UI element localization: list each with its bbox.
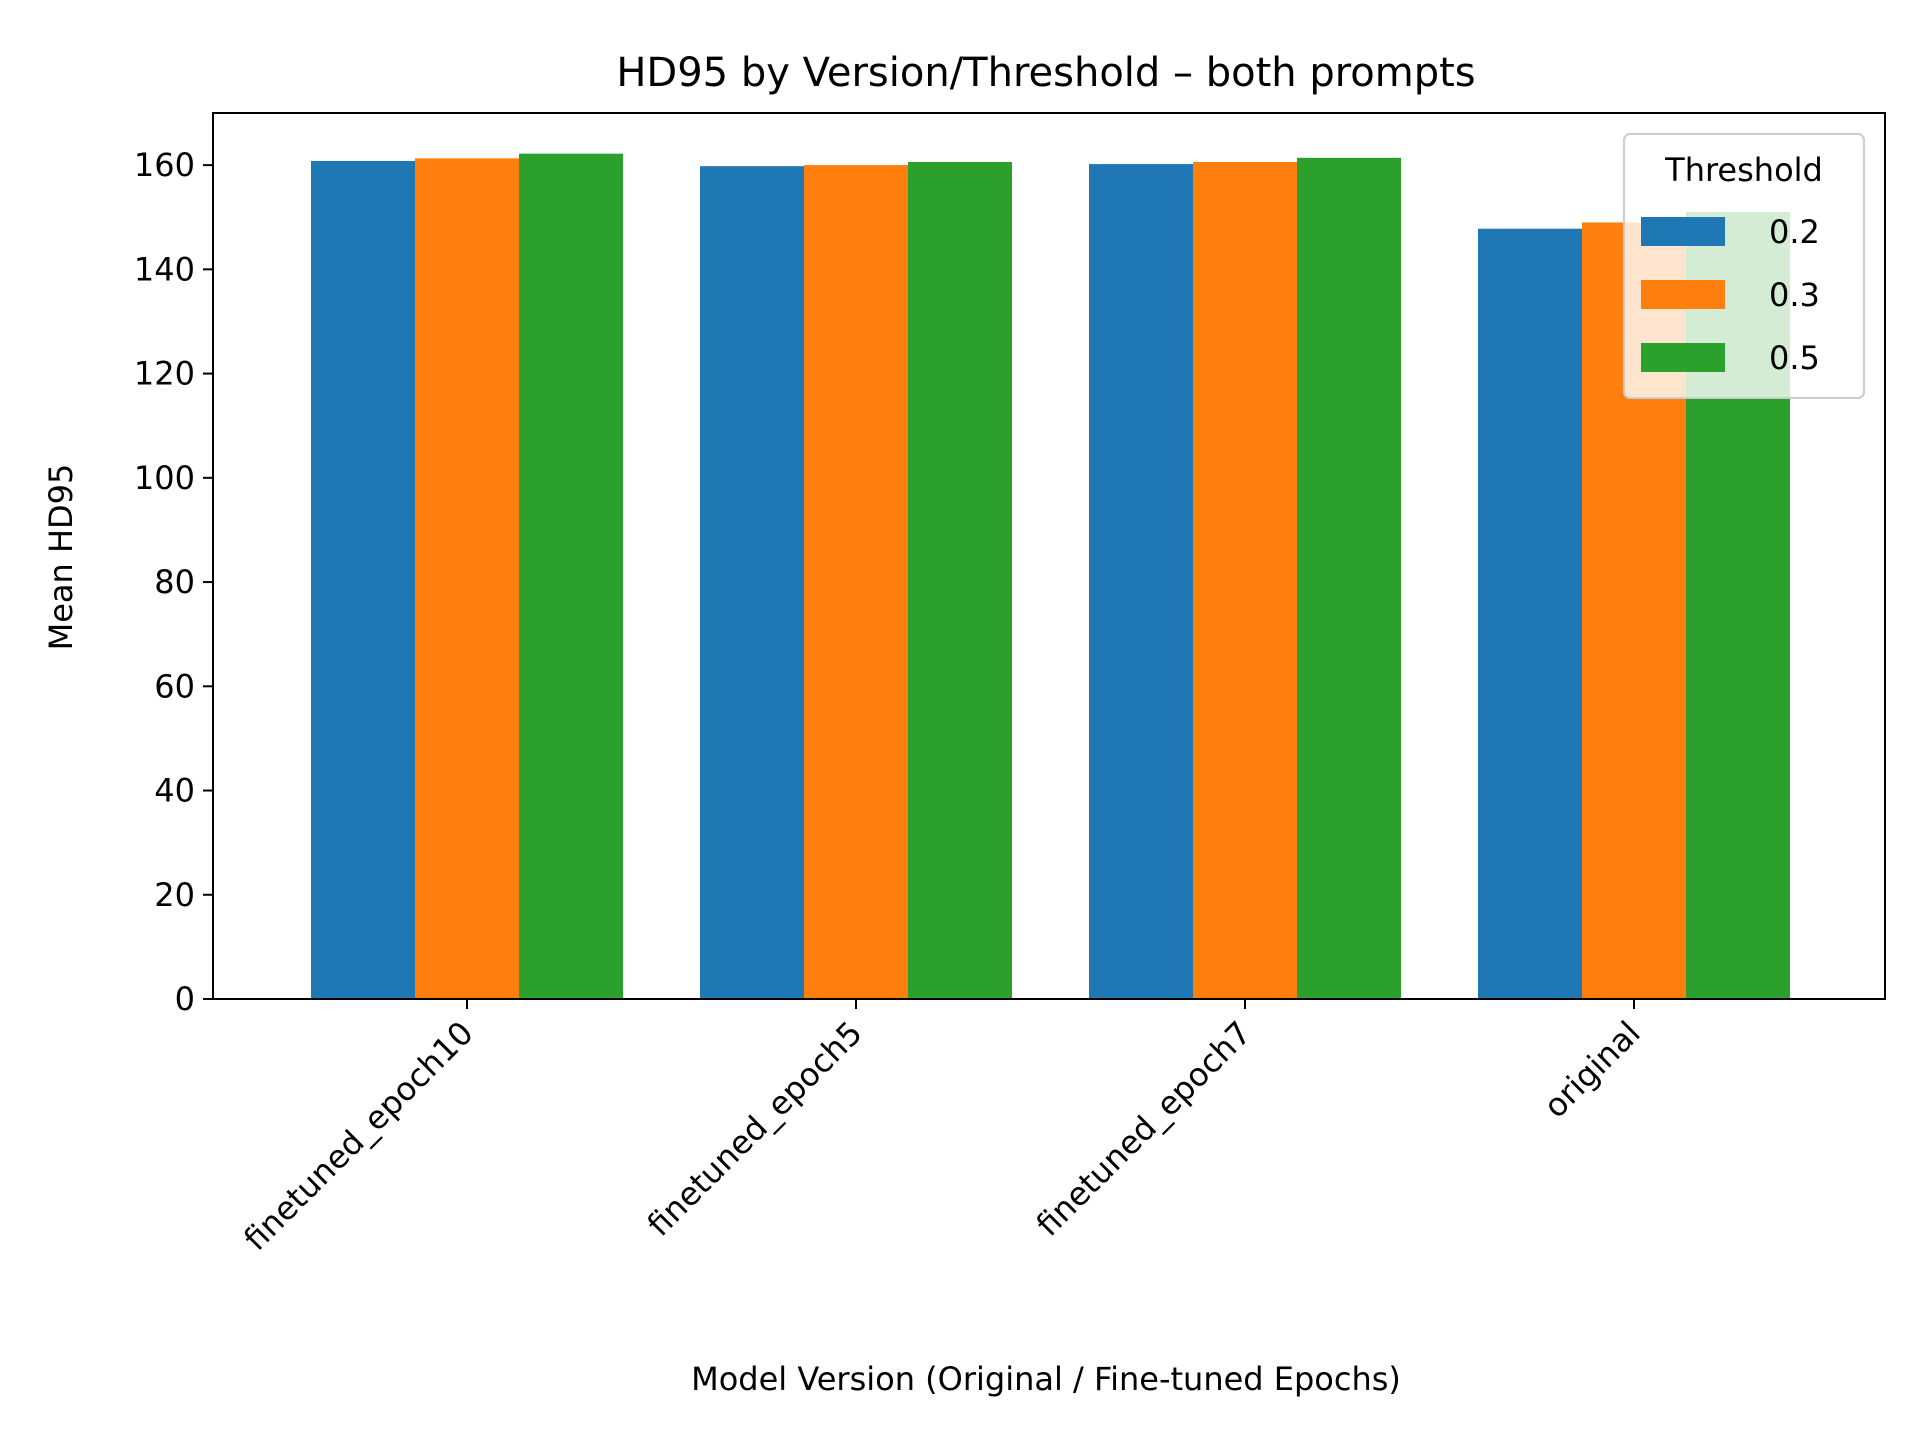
x-tick-label: finetuned_epoch10	[236, 1014, 480, 1258]
legend-label-0.3: 0.3	[1769, 276, 1820, 314]
bar-finetuned_epoch7-0.2	[1089, 164, 1193, 999]
bar-finetuned_epoch10-0.2	[311, 160, 415, 999]
bar-finetuned_epoch5-0.5	[908, 161, 1012, 999]
chart-title: HD95 by Version/Threshold – both prompts	[616, 50, 1475, 96]
bar-finetuned_epoch7-0.3	[1193, 161, 1297, 999]
x-tick-label: original	[1536, 1014, 1647, 1125]
y-axis-title: Mean HD95	[42, 464, 80, 651]
y-tick-label: 20	[154, 876, 195, 914]
x-tick-label: finetuned_epoch7	[1029, 1014, 1259, 1244]
y-tick-label: 120	[134, 355, 195, 393]
bar-finetuned_epoch7-0.5	[1297, 157, 1401, 1000]
legend-swatch-0.2	[1641, 217, 1725, 246]
bar-finetuned_epoch5-0.2	[700, 166, 804, 999]
y-tick-label: 0	[175, 980, 195, 1018]
legend-swatch-0.5	[1641, 343, 1725, 372]
legend-label-0.2: 0.2	[1769, 213, 1820, 251]
y-tick-label: 140	[134, 250, 195, 288]
y-tick-label: 80	[154, 563, 195, 601]
bar-finetuned_epoch10-0.3	[415, 158, 519, 999]
y-tick-label: 40	[154, 772, 195, 810]
y-tick-label: 160	[134, 146, 195, 184]
legend: Threshold 0.2 0.3 0.5	[1623, 133, 1865, 399]
bar-finetuned_epoch5-0.3	[804, 165, 908, 999]
legend-box	[1623, 133, 1865, 399]
legend-label-0.5: 0.5	[1769, 339, 1820, 377]
plot-frame	[212, 112, 1886, 1000]
bars-layer	[311, 153, 1790, 1000]
x-axis-title: Model Version (Original / Fine-tuned Epo…	[691, 1360, 1401, 1398]
y-tick-label: 60	[154, 667, 195, 705]
bar-original-0.2	[1478, 228, 1582, 999]
y-tick-label: 100	[134, 459, 195, 497]
x-tick-label: finetuned_epoch5	[640, 1014, 870, 1244]
bar-finetuned_epoch10-0.5	[519, 153, 623, 1000]
legend-title: Threshold	[1664, 151, 1823, 189]
legend-swatch-0.3	[1641, 280, 1725, 309]
